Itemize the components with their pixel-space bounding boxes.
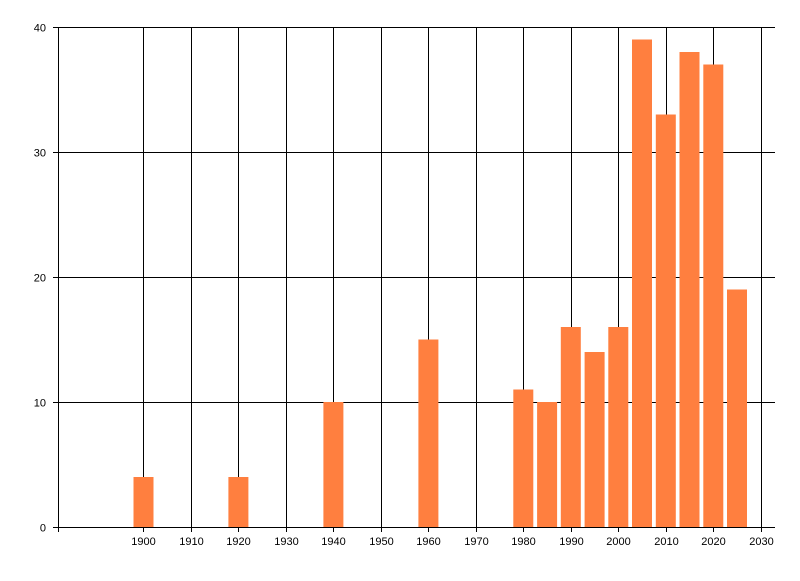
bar-1980 bbox=[513, 389, 534, 527]
bar-2020 bbox=[703, 64, 724, 527]
axes bbox=[53, 27, 775, 532]
bar-1985 bbox=[537, 402, 558, 527]
x-tick-label: 1910 bbox=[179, 536, 203, 548]
x-tick-label: 1980 bbox=[511, 536, 535, 548]
bar-1990 bbox=[560, 327, 581, 527]
x-tick-label: 2020 bbox=[701, 536, 725, 548]
y-tick-label: 30 bbox=[34, 148, 46, 160]
x-tick-label: 1960 bbox=[416, 536, 440, 548]
y-tick-label: 10 bbox=[34, 398, 46, 410]
x-tick-label: 1940 bbox=[321, 536, 345, 548]
bar-2025 bbox=[727, 289, 747, 527]
y-tick-labels: 0 10 20 30 40 bbox=[34, 23, 46, 535]
bar-2015 bbox=[679, 52, 700, 527]
bar-1960 bbox=[418, 339, 439, 527]
bar-1920 bbox=[228, 477, 249, 527]
bar-2000 bbox=[608, 327, 629, 527]
x-tick-label: 1900 bbox=[131, 536, 155, 548]
x-tick-label: 1970 bbox=[464, 536, 488, 548]
x-tick-label: 1920 bbox=[226, 536, 250, 548]
x-tick-label: 2010 bbox=[654, 536, 678, 548]
x-tick-label: 1930 bbox=[274, 536, 298, 548]
x-tick-label: 2000 bbox=[606, 536, 630, 548]
y-tick-label: 0 bbox=[40, 523, 46, 535]
bar-2005 bbox=[632, 39, 652, 527]
x-tick-label: 2030 bbox=[749, 536, 773, 548]
x-tick-label: 1950 bbox=[369, 536, 393, 548]
y-tick-label: 20 bbox=[34, 273, 46, 285]
bars bbox=[133, 39, 747, 527]
bar-2010 bbox=[655, 114, 676, 527]
x-tick-label: 1990 bbox=[559, 536, 583, 548]
y-tick-label: 40 bbox=[34, 23, 46, 35]
bar-1995 bbox=[584, 352, 605, 527]
x-tick-labels: 1900 1910 1920 1930 1940 1950 1960 1970 1980 1990… bbox=[131, 536, 773, 548]
bar-1940 bbox=[323, 402, 344, 527]
bar-1900 bbox=[133, 477, 154, 527]
